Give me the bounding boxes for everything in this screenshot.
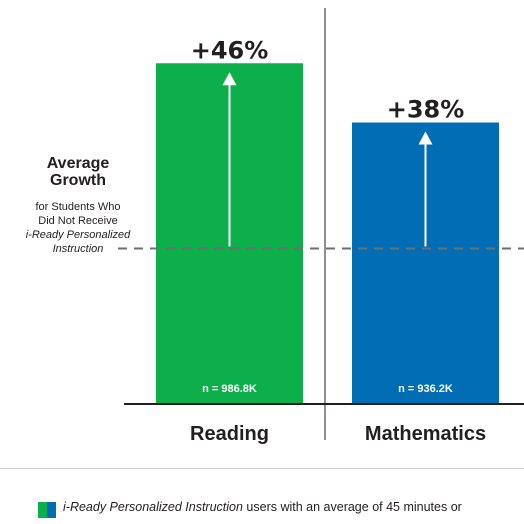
reference-subtitle-line-2: Did Not Receive — [38, 215, 118, 227]
reference-subtitle-line-1: for Students Who — [35, 201, 121, 213]
legend-swatch — [38, 502, 56, 518]
reference-title-line-1: Average — [46, 155, 110, 172]
category-label-mathematics: Mathematics — [365, 423, 486, 445]
value-label-mathematics: +38% — [387, 96, 465, 124]
legend-swatch-reading — [38, 502, 47, 518]
legend-swatch-math — [47, 502, 56, 518]
reference-subtitle-line-3: i-Ready Personalized — [25, 229, 131, 241]
growth-bar-chart: +46% n = 986.8K Reading +38% n = 936.2K Mathe… — [118, 8, 524, 445]
sample-label-reading: n = 986.8K — [202, 383, 257, 395]
reference-title-line-2: Growth — [50, 172, 106, 189]
value-label-reading: +46% — [191, 36, 269, 64]
legend-text: i-Ready Personalized Instruction users w… — [63, 500, 462, 514]
growth-arrow-head-mathematics — [418, 131, 433, 145]
reference-line-subtitle: for Students Who Did Not Receive i-Ready… — [0, 200, 156, 256]
legend-plain-text: users with an average of 45 minutes or — [242, 500, 462, 514]
category-label-reading: Reading — [190, 423, 269, 445]
legend: i-Ready Personalized Instruction users w… — [0, 468, 524, 524]
reference-subtitle-line-4: Instruction — [52, 243, 104, 255]
reference-line-title: Average Growth — [0, 155, 156, 189]
growth-arrow-head-reading — [222, 72, 237, 86]
legend-italic-text: i-Ready Personalized Instruction — [63, 500, 243, 514]
sample-label-mathematics: n = 936.2K — [398, 383, 453, 395]
